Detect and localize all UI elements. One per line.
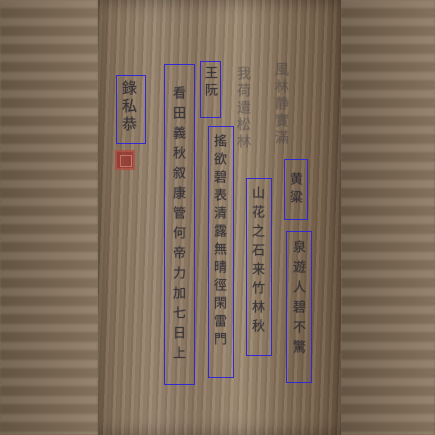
blurred-background-right (341, 0, 435, 435)
text-box-4 (208, 126, 234, 378)
text-column-2: 看田義秋叙康管何帝力加七日上 (170, 86, 185, 366)
text-box-5 (246, 178, 272, 356)
faint-text-column-2: 風林静實滿 (273, 62, 289, 147)
text-column-6: 黄粱 (287, 172, 302, 208)
wood-panel (98, 0, 341, 435)
text-box-3 (200, 61, 221, 118)
text-column-7: 泉遊人碧不驚 (290, 240, 305, 360)
text-box-2 (164, 64, 195, 385)
blurred-background-left (0, 0, 98, 435)
text-column-5: 山花之石来竹林秋 (249, 186, 264, 338)
text-column-3: 王阮 (202, 66, 217, 100)
text-column-1: 錄私恭 (120, 80, 138, 134)
red-seal-stamp (115, 150, 135, 170)
text-box-7 (286, 231, 312, 383)
text-column-4: 搖欲碧表清露無晴徑閑雷門 (211, 134, 226, 350)
text-box-1 (116, 75, 146, 144)
faint-text-column-1: 我荷遣松林 (235, 66, 251, 151)
text-box-6 (284, 159, 308, 220)
